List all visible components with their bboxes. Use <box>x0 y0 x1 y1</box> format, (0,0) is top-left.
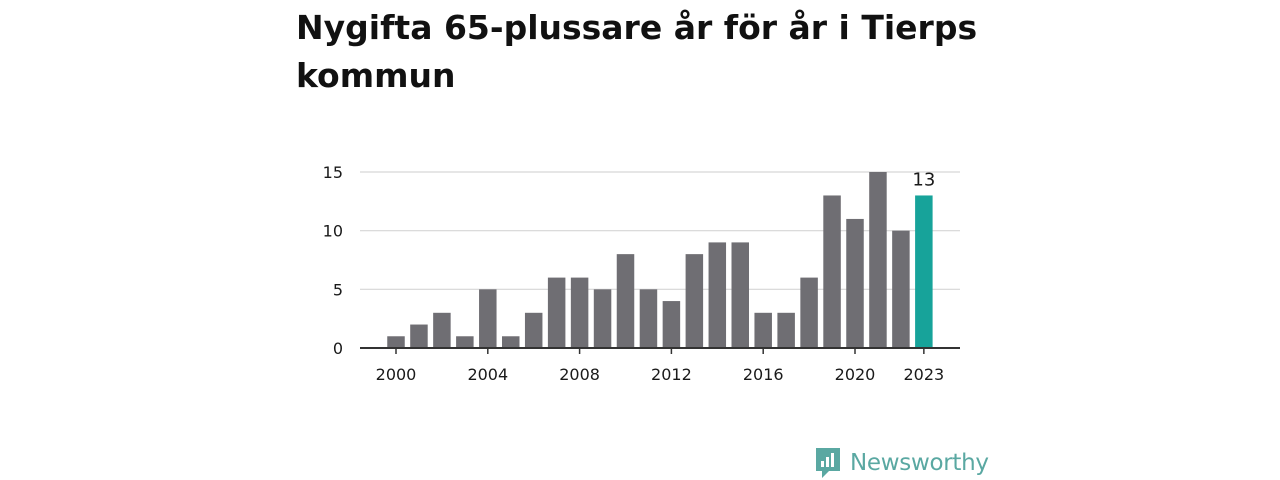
bar-2003 <box>456 336 474 348</box>
brand-logo: Newsworthy <box>814 446 989 480</box>
bar-2011 <box>639 289 658 348</box>
bar-2023 <box>915 195 933 348</box>
bar-2007 <box>547 277 566 348</box>
bar-2004 <box>479 289 497 348</box>
bar-2017 <box>777 312 795 348</box>
bar-2014 <box>708 242 727 348</box>
x-tick-label: 2023 <box>903 365 944 384</box>
newsworthy-logo-icon <box>816 448 840 478</box>
bar-2009 <box>593 289 612 348</box>
bar-2013 <box>685 254 704 348</box>
bar-2001 <box>410 324 428 348</box>
bar-2021 <box>869 172 887 348</box>
bar-2019 <box>823 195 841 348</box>
y-tick-label: 0 <box>333 339 343 358</box>
bar-2022 <box>892 230 910 348</box>
bar-2008 <box>570 277 589 348</box>
bar-2018 <box>800 277 818 348</box>
bar-2012 <box>662 301 681 348</box>
bar-2010 <box>616 254 635 348</box>
x-tick-label: 2016 <box>743 365 784 384</box>
y-tick-label: 15 <box>323 163 343 182</box>
data-label: 13 <box>912 169 935 190</box>
bar-2000 <box>387 336 405 348</box>
chart-title: Nygifta 65-plussare år för år i Tierps k… <box>296 8 978 95</box>
bar-2005 <box>502 336 520 348</box>
brand-name: Newsworthy <box>850 450 989 476</box>
bar-2016 <box>754 312 772 348</box>
bar-2020 <box>846 218 864 348</box>
x-tick-label: 2000 <box>376 365 417 384</box>
bar-2015 <box>731 242 749 348</box>
bar-2006 <box>524 312 543 348</box>
bar-2002 <box>433 312 451 348</box>
x-tick-label: 2020 <box>835 365 876 384</box>
y-tick-label: 10 <box>323 222 343 241</box>
y-tick-label: 5 <box>333 280 343 299</box>
x-tick-label: 2012 <box>651 365 692 384</box>
x-tick-label: 2004 <box>467 365 508 384</box>
x-tick-label: 2008 <box>559 365 600 384</box>
